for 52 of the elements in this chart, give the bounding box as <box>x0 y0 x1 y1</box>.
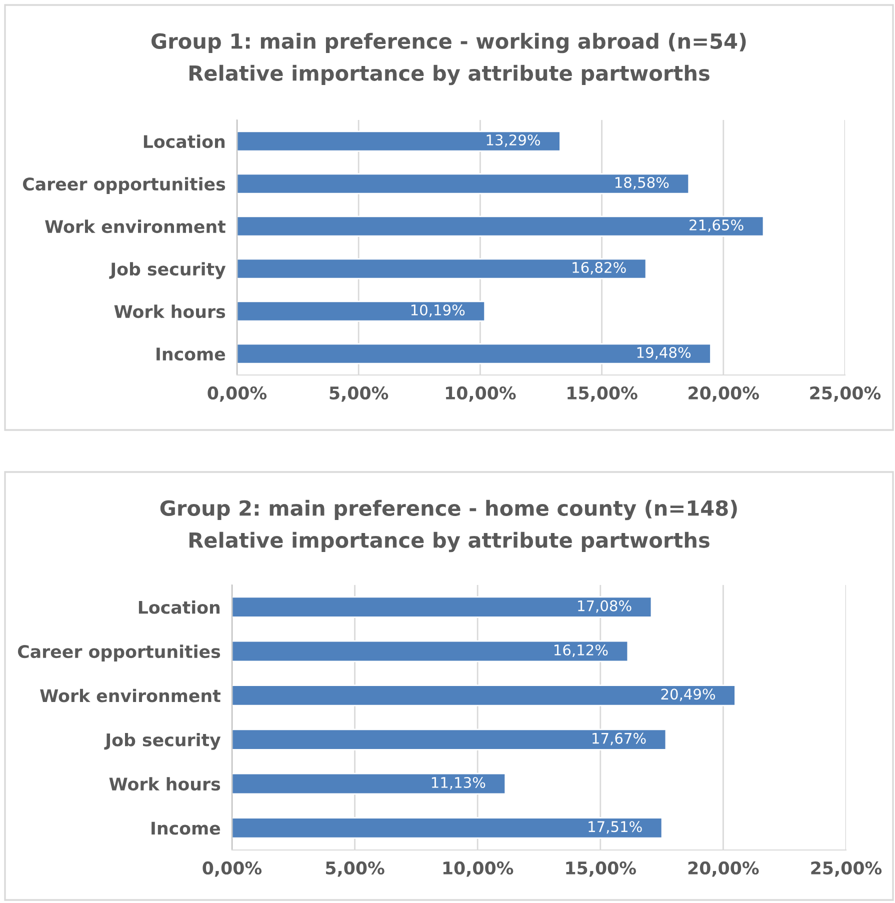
bar <box>237 130 561 152</box>
data-label: 18,58% <box>615 176 669 190</box>
y-tick-label: Work environment <box>45 220 226 234</box>
bar <box>237 258 647 280</box>
bar <box>237 173 690 194</box>
data-label: 10,19% <box>411 304 465 317</box>
bar <box>237 216 764 237</box>
chart-title: Group 2: main preference - home county (n=148) <box>160 500 737 520</box>
x-tick-label: 15,00% <box>566 861 636 877</box>
bar <box>232 817 663 839</box>
x-tick-label: 10,00% <box>446 386 516 402</box>
x-tick-label: 5,00% <box>330 386 388 402</box>
y-tick-label: Location <box>138 600 220 614</box>
bar <box>232 640 629 662</box>
data-label: 19,48% <box>637 346 691 360</box>
y-tick-label: Job security <box>109 262 226 280</box>
y-tick-label: Location <box>144 134 225 148</box>
bar <box>232 772 506 795</box>
data-label: 21,65% <box>690 219 744 232</box>
x-tick-label: 0,00% <box>202 861 262 877</box>
bar <box>237 343 712 364</box>
data-label: 17,08% <box>578 600 632 613</box>
x-tick-label: 10,00% <box>443 861 514 877</box>
x-tick-label: 5,00% <box>326 861 384 877</box>
chart-subtitle: Relative importance by attribute partworths <box>190 532 710 552</box>
y-tick-label: Job security <box>104 732 221 750</box>
y-tick-label: Income <box>156 348 226 361</box>
chart-subtitle: Relative importance by attribute partworths <box>190 64 710 86</box>
y-tick-label: Career opportunities <box>18 644 220 662</box>
data-label: 17,51% <box>588 821 642 834</box>
bar <box>232 728 667 750</box>
bar <box>237 300 486 322</box>
y-tick-label: Income <box>152 822 220 835</box>
data-label: 16,82% <box>572 262 626 274</box>
data-label: 17,67% <box>592 732 646 746</box>
y-tick-label: Work hours <box>114 304 226 318</box>
x-tick-label: 0,00% <box>208 386 267 402</box>
data-label: 16,12% <box>554 644 608 657</box>
y-tick-label: Work hours <box>109 777 220 791</box>
x-tick-label: 15,00% <box>568 386 638 402</box>
x-tick-label: 25,00% <box>811 861 882 877</box>
data-label: 11,13% <box>432 776 486 790</box>
x-tick-label: 20,00% <box>688 861 759 877</box>
data-label: 20,49% <box>661 688 716 702</box>
chart-title: Group 1: main preference - working abroad (n=54) <box>152 32 746 54</box>
bar <box>232 684 736 706</box>
y-tick-label: Career opportunities <box>22 177 226 194</box>
y-tick-label: Work environment <box>40 688 220 702</box>
x-tick-label: 20,00% <box>688 386 760 402</box>
x-tick-label: 25,00% <box>810 386 881 402</box>
bar <box>232 596 652 618</box>
data-label: 13,29% <box>486 134 540 147</box>
